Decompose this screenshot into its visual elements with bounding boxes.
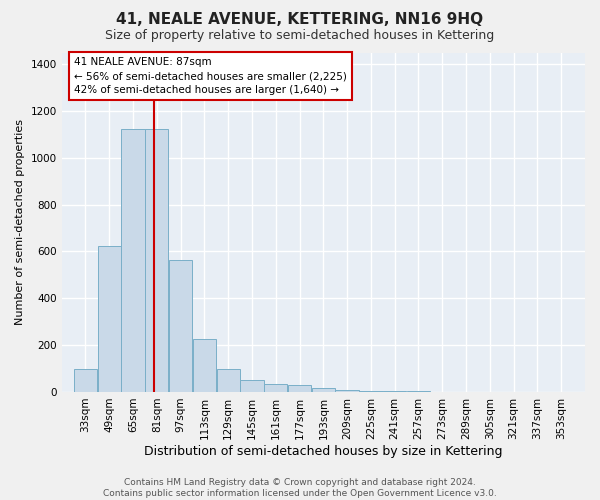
Y-axis label: Number of semi-detached properties: Number of semi-detached properties (15, 119, 25, 325)
Bar (311, 388, 335, 392)
X-axis label: Distribution of semi-detached houses by size in Kettering: Distribution of semi-detached houses by … (144, 444, 503, 458)
Bar (145, 128, 169, 392)
Bar (74, 368, 97, 392)
Text: 41, NEALE AVENUE, KETTERING, NN16 9HQ: 41, NEALE AVENUE, KETTERING, NN16 9HQ (116, 12, 484, 28)
Text: Contains HM Land Registry data © Crown copyright and database right 2024.
Contai: Contains HM Land Registry data © Crown c… (103, 478, 497, 498)
Bar (240, 380, 263, 392)
Bar (264, 384, 287, 392)
Bar (288, 385, 311, 392)
Bar (98, 246, 121, 392)
Bar (169, 260, 192, 392)
Bar (193, 340, 216, 392)
Text: 41 NEALE AVENUE: 87sqm
← 56% of semi-detached houses are smaller (2,225)
42% of : 41 NEALE AVENUE: 87sqm ← 56% of semi-det… (74, 57, 347, 95)
Bar (121, 128, 145, 392)
Bar (335, 390, 359, 392)
Bar (217, 368, 240, 392)
Text: Size of property relative to semi-detached houses in Kettering: Size of property relative to semi-detach… (106, 29, 494, 42)
Bar (359, 391, 383, 392)
